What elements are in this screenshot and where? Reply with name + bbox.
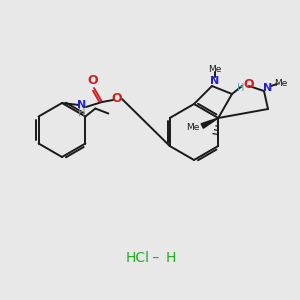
Text: H: H (237, 83, 245, 93)
Text: O: O (112, 92, 122, 106)
Text: N: N (210, 76, 220, 86)
Text: N: N (77, 100, 87, 110)
Text: H: H (166, 251, 176, 265)
Text: N: N (263, 83, 273, 93)
Text: Me: Me (187, 124, 200, 133)
Text: Me: Me (274, 79, 288, 88)
Text: Me: Me (208, 64, 222, 74)
Polygon shape (201, 118, 218, 128)
Text: –: – (148, 251, 164, 265)
Text: H: H (78, 108, 86, 118)
Text: O: O (88, 74, 98, 88)
Text: O: O (244, 77, 254, 91)
Text: HCl: HCl (126, 251, 150, 265)
